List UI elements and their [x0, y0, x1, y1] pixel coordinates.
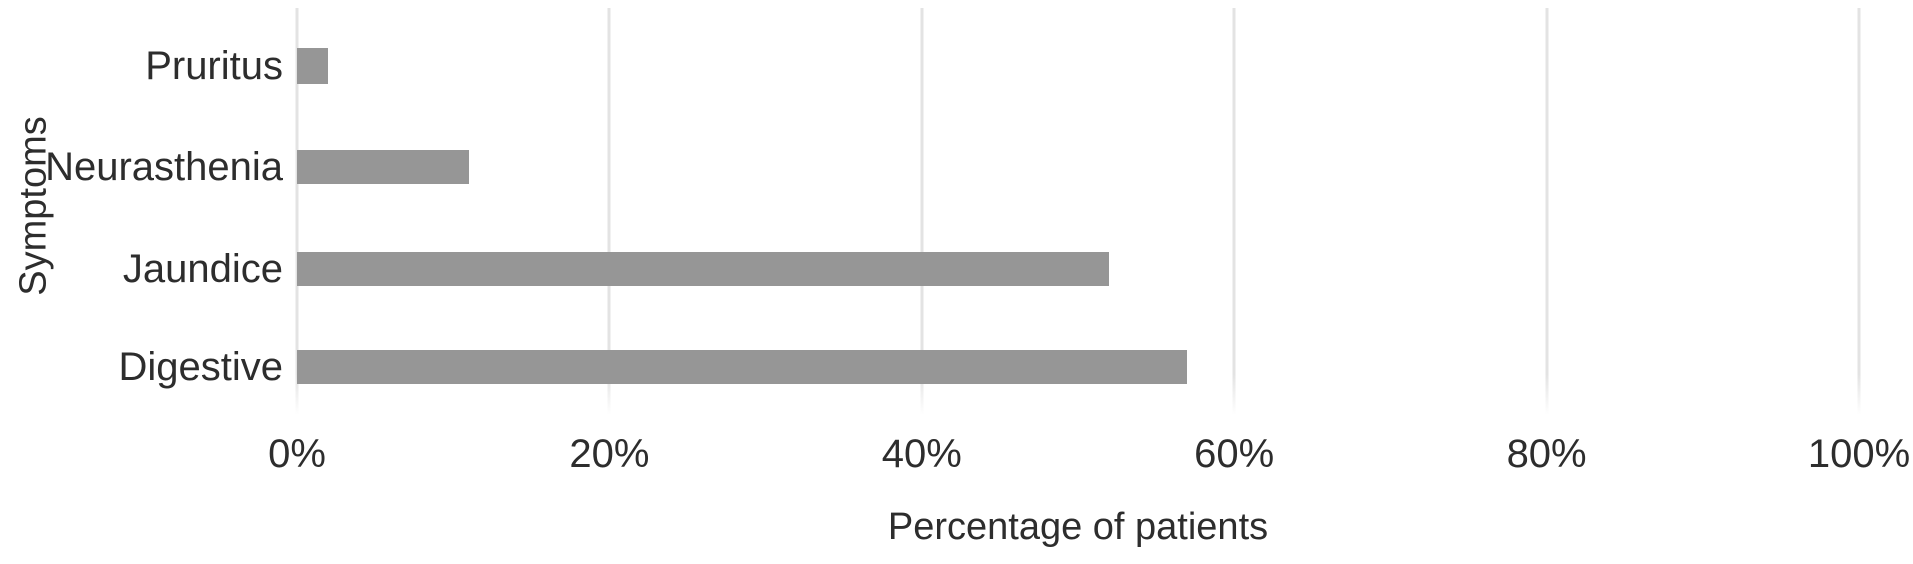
- gridline-0pct: [295, 8, 299, 415]
- x-tick-80pct: 80%: [1506, 432, 1587, 476]
- x-tick-100pct: 100%: [1807, 432, 1911, 476]
- gridline-100pct: [1857, 8, 1861, 415]
- bar-neurasthenia: [297, 150, 469, 184]
- gridline-40pct: [920, 8, 924, 415]
- bar-jaundice: [297, 252, 1110, 286]
- x-tick-60pct: 60%: [1194, 432, 1275, 476]
- gridline-60pct: [1232, 8, 1236, 415]
- gridline-20pct: [607, 8, 611, 415]
- category-label-jaundice: Jaundice: [122, 247, 283, 291]
- category-label-neurasthenia: Neurasthenia: [45, 145, 283, 189]
- x-tick-40pct: 40%: [881, 432, 962, 476]
- category-label-pruritus: Pruritus: [145, 44, 283, 88]
- bar-digestive: [297, 350, 1188, 384]
- bar-pruritus: [297, 48, 329, 84]
- plot-area: 0% 20% 40% 60% 80% 100% Percentage of pa…: [268, 8, 1910, 548]
- x-tick-0pct: 0%: [268, 432, 326, 476]
- x-axis-title: Percentage of patients: [887, 506, 1269, 548]
- x-tick-20pct: 20%: [569, 432, 650, 476]
- gridline-80pct: [1545, 8, 1549, 415]
- category-label-digestive: Digestive: [118, 345, 283, 389]
